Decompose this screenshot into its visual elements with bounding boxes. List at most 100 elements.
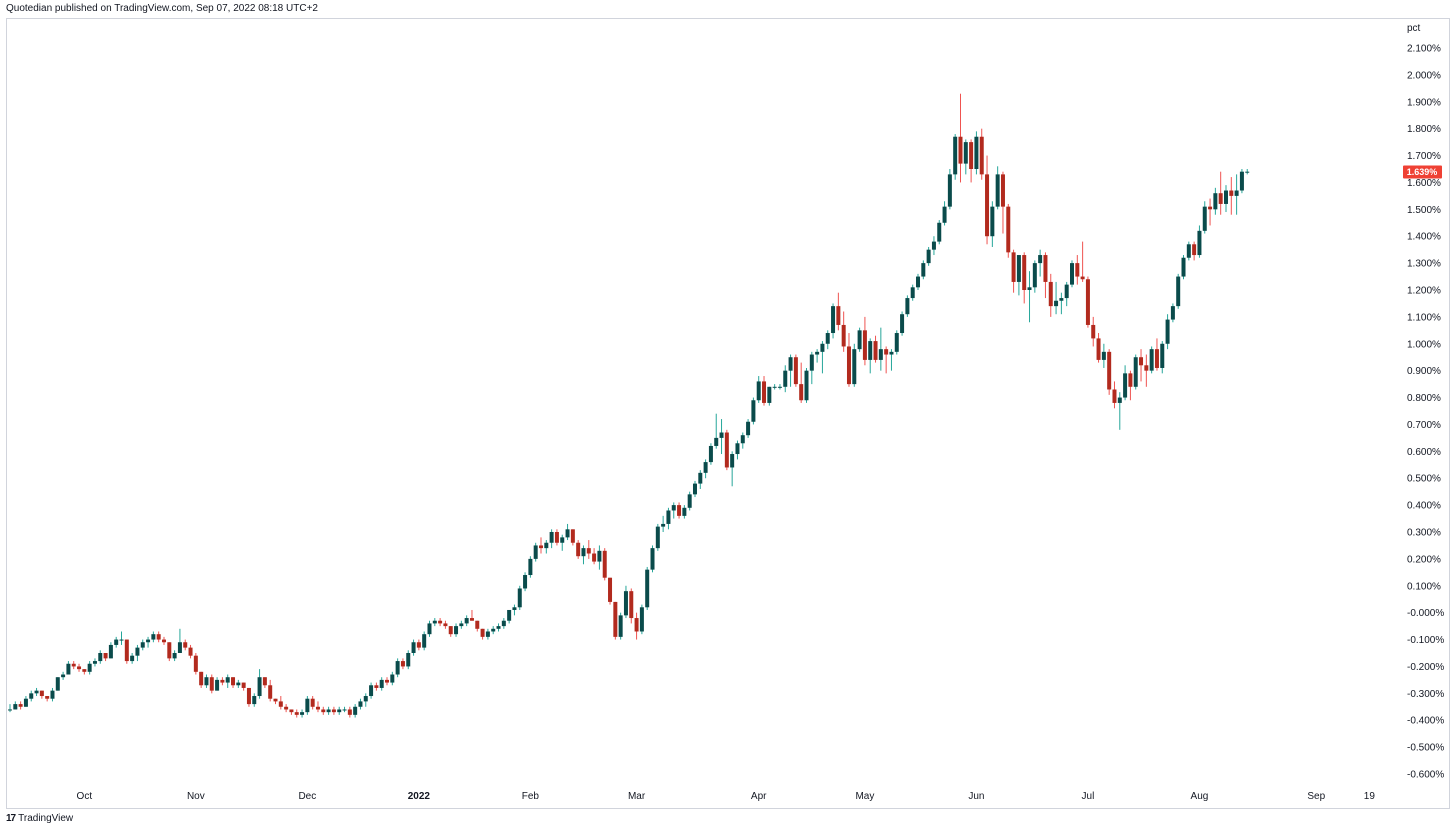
candle-body[interactable] [8,709,12,711]
candle-body[interactable] [1160,343,1165,368]
candle-body[interactable] [953,136,958,175]
candle-body[interactable] [592,553,597,562]
candle-body[interactable] [990,206,995,237]
candle-body[interactable] [92,661,97,664]
candle-body[interactable] [1011,252,1016,282]
candle-body[interactable] [119,639,124,641]
candle-body[interactable] [1229,190,1234,196]
candle-body[interactable] [1080,276,1085,280]
candle-body[interactable] [1165,319,1170,344]
candle-body[interactable] [459,623,464,627]
candle-body[interactable] [746,421,751,436]
candle-body[interactable] [326,709,331,713]
candle-body[interactable] [82,669,87,672]
candle-body[interactable] [289,709,294,713]
candle-body[interactable] [788,357,793,371]
candle-body[interactable] [539,545,543,549]
candle-body[interactable] [193,655,198,672]
candle-body[interactable] [427,623,432,635]
candle-body[interactable] [889,351,894,355]
candle-body[interactable] [921,263,926,277]
candle-body[interactable] [66,663,71,675]
candle-body[interactable] [1234,190,1239,196]
candle-body[interactable] [475,620,480,629]
candle-body[interactable] [698,472,703,484]
candle-body[interactable] [1123,373,1128,398]
candle-body[interactable] [300,712,305,715]
candle-body[interactable] [1032,263,1037,288]
candle-body[interactable] [135,647,140,656]
candle-body[interactable] [406,653,411,667]
candle-body[interactable] [836,306,841,325]
candle-body[interactable] [602,550,607,578]
candle-body[interactable] [1149,349,1154,371]
candle-body[interactable] [347,709,352,715]
candle-body[interactable] [1186,244,1191,258]
candle-body[interactable] [1016,255,1021,282]
candle-body[interactable] [369,685,374,697]
candle-body[interactable] [894,333,899,352]
candle-body[interactable] [900,314,905,334]
candle-body[interactable] [305,698,310,713]
candle-body[interactable] [188,647,193,656]
candle-body[interactable] [517,588,522,608]
candle-body[interactable] [294,712,299,715]
candle-body[interactable] [671,505,676,511]
candle-body[interactable] [926,249,931,264]
candle-body[interactable] [480,628,485,637]
candle-body[interactable] [852,349,857,385]
candle-body[interactable] [586,548,591,554]
candle-body[interactable] [390,674,395,683]
candle-body[interactable] [560,537,565,543]
candle-body[interactable] [507,609,512,621]
candle-body[interactable] [905,298,910,315]
candle-body[interactable] [18,704,23,707]
candle-body[interactable] [1170,306,1175,320]
candle-body[interactable] [1107,351,1112,390]
candle-body[interactable] [1202,206,1207,231]
candle-body[interactable] [554,532,559,543]
candle-body[interactable] [114,639,119,645]
candle-body[interactable] [677,505,682,516]
candle-body[interactable] [469,618,474,621]
candle-body[interactable] [1075,263,1080,277]
candle-body[interactable] [485,631,490,637]
candle-body[interactable] [315,706,320,710]
candle-body[interactable] [730,454,735,468]
candle-body[interactable] [868,341,873,360]
candle-body[interactable] [772,386,777,388]
candle-body[interactable] [220,679,225,683]
candle-body[interactable] [570,529,575,543]
candle-body[interactable] [1192,244,1197,256]
candle-body[interactable] [963,142,968,164]
candle-body[interactable] [438,620,443,624]
candle-body[interactable] [1208,206,1213,210]
candle-body[interactable] [846,346,851,385]
candle-body[interactable] [385,679,390,683]
candle-body[interactable] [98,653,103,662]
candle-body[interactable] [804,370,809,401]
candle-body[interactable] [1128,373,1133,387]
candle-body[interactable] [841,324,846,347]
candle-body[interactable] [146,639,151,643]
candle-body[interactable] [273,698,278,702]
candle-body[interactable] [1070,263,1074,285]
candle-body[interactable] [1101,351,1106,360]
candle-body[interactable] [1245,171,1250,173]
candle-body[interactable] [1091,324,1096,339]
candle-body[interactable] [533,545,538,559]
candle-body[interactable] [1043,255,1048,282]
candle-body[interactable] [682,507,687,516]
candle-body[interactable] [767,386,772,403]
candle-body[interactable] [156,634,161,640]
candle-body[interactable] [650,548,655,570]
candle-body[interactable] [666,510,671,524]
candle-body[interactable] [87,663,92,672]
candle-body[interactable] [544,542,549,549]
candle-body[interactable] [576,542,581,557]
candle-body[interactable] [825,333,830,344]
candle-body[interactable] [703,462,708,473]
candle-body[interactable] [448,626,453,635]
candle-body[interactable] [443,623,448,627]
candle-body[interactable] [884,349,889,355]
